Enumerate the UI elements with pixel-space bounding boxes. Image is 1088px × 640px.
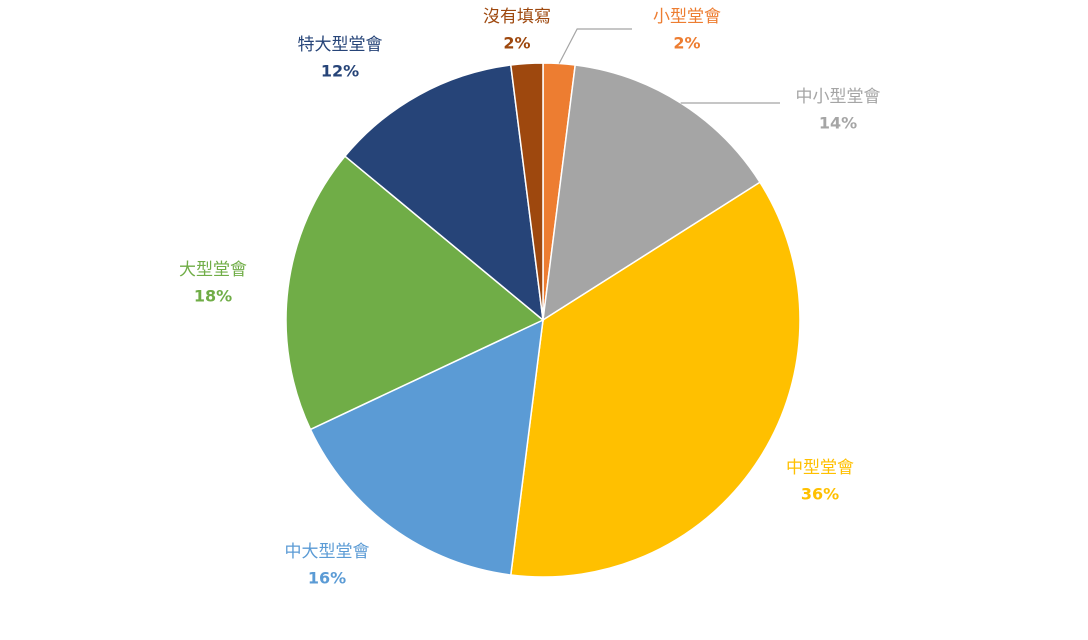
slice-label: 中小型堂會 bbox=[796, 87, 881, 107]
pie-slice bbox=[343, 64, 544, 322]
slice-value-label: 14% bbox=[819, 114, 857, 133]
slice-value-label: 18% bbox=[194, 287, 232, 306]
slice-value-label: 16% bbox=[308, 569, 346, 588]
slice-value-label: 2% bbox=[503, 34, 530, 53]
slice-label: 中大型堂會 bbox=[285, 542, 370, 562]
slice-value-label: 12% bbox=[321, 62, 359, 81]
slice-label: 大型堂會 bbox=[179, 260, 247, 280]
slice-value-label: 2% bbox=[673, 34, 700, 53]
pie-slice bbox=[309, 318, 544, 576]
slice-label: 沒有填寫 bbox=[483, 7, 551, 27]
pie-slice bbox=[285, 155, 545, 431]
pie-slice bbox=[509, 181, 801, 578]
pie-slice bbox=[509, 62, 544, 321]
slice-label: 小型堂會 bbox=[653, 7, 721, 27]
slice-value-label: 36% bbox=[801, 485, 839, 504]
leader-line bbox=[558, 28, 632, 64]
pie-slice bbox=[542, 64, 762, 322]
slice-label: 特大型堂會 bbox=[298, 35, 383, 55]
slice-label: 中型堂會 bbox=[786, 458, 854, 478]
